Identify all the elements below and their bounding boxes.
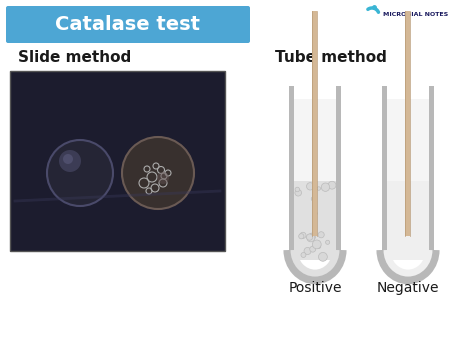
Bar bbox=[289, 86, 294, 250]
Circle shape bbox=[321, 183, 329, 191]
Circle shape bbox=[312, 240, 321, 249]
Circle shape bbox=[307, 234, 315, 242]
Text: Catalase test: Catalase test bbox=[55, 14, 201, 33]
Circle shape bbox=[157, 172, 169, 184]
FancyBboxPatch shape bbox=[6, 6, 250, 43]
Bar bbox=[336, 86, 341, 250]
Circle shape bbox=[310, 246, 316, 252]
Text: Slide method: Slide method bbox=[18, 51, 131, 66]
Circle shape bbox=[301, 252, 306, 257]
Text: Tube method: Tube method bbox=[275, 51, 387, 66]
Circle shape bbox=[295, 190, 301, 196]
Circle shape bbox=[304, 247, 311, 254]
Bar bbox=[429, 86, 434, 250]
Circle shape bbox=[311, 197, 315, 201]
Circle shape bbox=[306, 234, 313, 240]
Circle shape bbox=[314, 212, 317, 215]
Bar bbox=[312, 11, 318, 237]
Circle shape bbox=[307, 183, 314, 190]
Text: MICROBIAL NOTES: MICROBIAL NOTES bbox=[383, 13, 448, 18]
Bar bbox=[294, 99, 336, 181]
Bar bbox=[10, 71, 225, 251]
Bar bbox=[387, 181, 429, 260]
Circle shape bbox=[300, 232, 306, 238]
Circle shape bbox=[309, 233, 316, 240]
Bar bbox=[387, 99, 429, 181]
Circle shape bbox=[295, 187, 300, 192]
Circle shape bbox=[328, 181, 336, 189]
Circle shape bbox=[59, 150, 81, 172]
Circle shape bbox=[318, 244, 321, 247]
Circle shape bbox=[317, 245, 321, 249]
Circle shape bbox=[63, 154, 73, 164]
Circle shape bbox=[317, 187, 320, 190]
Bar bbox=[405, 11, 410, 237]
Bar bbox=[382, 86, 387, 250]
Text: Negative: Negative bbox=[377, 281, 439, 295]
Circle shape bbox=[318, 232, 324, 238]
Bar bbox=[294, 181, 336, 260]
Circle shape bbox=[326, 240, 330, 244]
Circle shape bbox=[122, 137, 194, 209]
Text: Positive: Positive bbox=[288, 281, 342, 295]
Circle shape bbox=[319, 252, 328, 261]
Circle shape bbox=[47, 140, 113, 206]
Circle shape bbox=[299, 234, 304, 239]
